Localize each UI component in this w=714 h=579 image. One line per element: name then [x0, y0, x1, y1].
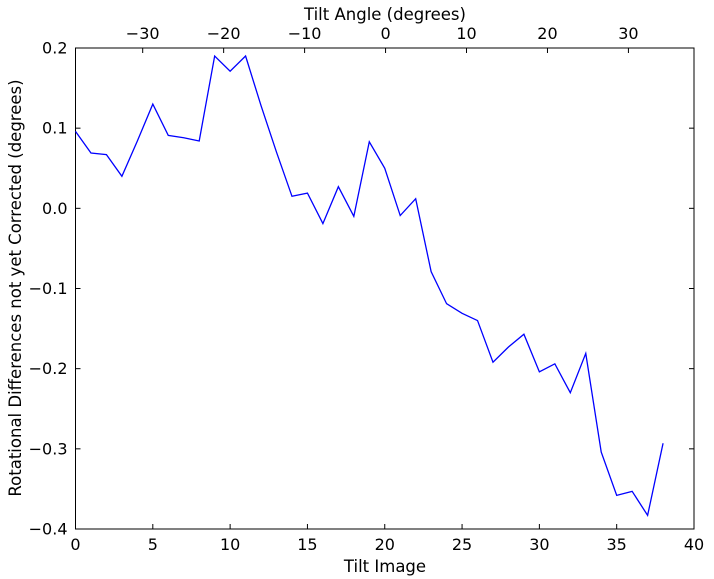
- x-tick-label: 15: [297, 535, 317, 554]
- y-tick-label: −0.1: [29, 279, 68, 298]
- top-tick-label: −20: [207, 24, 241, 43]
- top-tick-label: 30: [618, 24, 638, 43]
- x-tick-label: 20: [375, 535, 395, 554]
- top-tick-label: −30: [126, 24, 160, 43]
- x-tick-label: 30: [529, 535, 549, 554]
- top-tick-label: 20: [537, 24, 557, 43]
- x-tick-label: 35: [607, 535, 627, 554]
- top-axis-title: Tilt Angle (degrees): [303, 5, 466, 24]
- x-tick-label: 25: [452, 535, 472, 554]
- axes-spines: [75, 47, 695, 530]
- x-tick-label: 40: [684, 535, 704, 554]
- y-tick-label: −0.3: [29, 439, 68, 458]
- y-tick-label: −0.2: [29, 359, 68, 378]
- x-tick-label: 10: [220, 535, 240, 554]
- y-axis-label: Rotational Differences not yet Corrected…: [6, 79, 25, 496]
- data-line-rotational-difference: [74, 54, 664, 518]
- x-axis-label: Tilt Image: [343, 557, 426, 576]
- x-tick-label: 5: [148, 535, 158, 554]
- y-tick-label: −0.4: [29, 520, 68, 539]
- x-tick-label: 0: [70, 535, 80, 554]
- top-tick-label: −10: [288, 24, 322, 43]
- top-tick-label: 10: [456, 24, 476, 43]
- y-tick-label: 0.1: [42, 119, 67, 138]
- y-tick-label: 0.2: [42, 39, 67, 58]
- y-tick-label: 0.0: [42, 199, 67, 218]
- top-tick-label: 0: [380, 24, 390, 43]
- plot-generated-content: 0 5 10 15 20 25 30 35 40 −30 −20 −10 0 10 20 30 0.2 0.1 0.…: [29, 24, 705, 554]
